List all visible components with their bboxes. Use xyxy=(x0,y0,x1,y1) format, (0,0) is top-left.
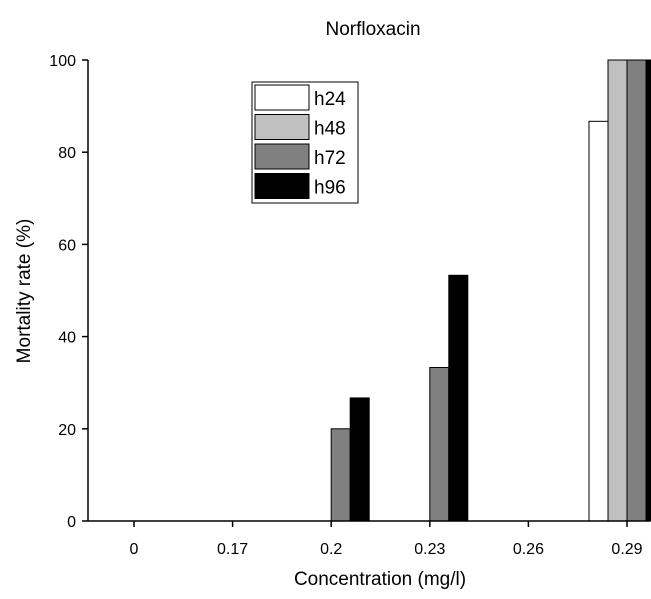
y-tick-label: 40 xyxy=(58,330,76,347)
bar-h72-0.2 xyxy=(330,428,351,522)
bar-h96-0.23 xyxy=(448,274,469,522)
x-tick-label: 0.23 xyxy=(414,541,445,558)
legend-swatch-h96 xyxy=(254,173,310,199)
bars-layer xyxy=(330,59,651,522)
axes-layer: 0 20 40 60 80 100 0 0.17 0.2 0.23 0.26 0.29 xyxy=(49,53,650,558)
legend-swatch-h48 xyxy=(254,114,310,140)
legend-swatch-h24 xyxy=(254,84,310,111)
x-axis-title: Concentration (mg/l) xyxy=(294,569,466,590)
y-tick-label: 60 xyxy=(58,237,76,254)
y-tick-label: 0 xyxy=(67,514,76,531)
bar-h24-0.29 xyxy=(588,120,609,522)
legend-swatch-h72 xyxy=(254,143,310,170)
x-tick-label: 0.26 xyxy=(513,541,544,558)
bar-h96-0.2 xyxy=(349,397,370,522)
bar-h72-0.23 xyxy=(429,366,450,522)
legend-label-h96: h96 xyxy=(314,178,346,199)
y-tick-label: 100 xyxy=(49,53,76,70)
bar-h72-0.29 xyxy=(626,59,647,522)
legend-label-h24: h24 xyxy=(314,89,346,110)
legend-label-h48: h48 xyxy=(314,119,346,140)
x-tick-label: 0.17 xyxy=(217,541,248,558)
bar-h96-0.29 xyxy=(645,59,651,522)
x-tick-label: 0.29 xyxy=(611,541,642,558)
legend-label-h72: h72 xyxy=(314,148,346,169)
x-tick-label: 0.2 xyxy=(320,541,342,558)
chart-title: Norfloxacin xyxy=(325,19,420,40)
legend: h24 h48 h72 h96 xyxy=(251,81,359,204)
y-tick-label: 20 xyxy=(58,422,76,439)
bar-h48-0.29 xyxy=(607,59,628,522)
x-tick-label: 0 xyxy=(130,541,139,558)
y-axis-title: Mortality rate (%) xyxy=(14,219,35,364)
y-tick-label: 80 xyxy=(58,145,76,162)
